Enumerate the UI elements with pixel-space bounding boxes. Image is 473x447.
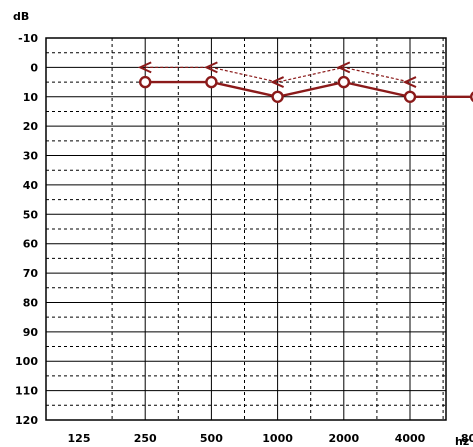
series-1-line xyxy=(145,80,473,98)
x-tick-label: 4000 xyxy=(395,432,426,445)
y-tick-label: 70 xyxy=(23,267,39,280)
x-tick-label: 250 xyxy=(134,432,157,445)
x-tick-label: 1000 xyxy=(262,432,293,445)
y-tick-label: 30 xyxy=(23,150,39,163)
y-tick-label: 60 xyxy=(23,238,39,251)
y-tick-label: 100 xyxy=(15,355,38,368)
series-1-point xyxy=(205,75,218,89)
series-1-point xyxy=(138,75,152,89)
y-tick-label: 80 xyxy=(23,296,39,309)
x-tick-label: 2000 xyxy=(328,432,359,445)
series-2-point xyxy=(203,61,218,74)
y-tick-label: 110 xyxy=(15,385,38,398)
x-tick-label: 125 xyxy=(68,432,91,445)
y-tick-labels: -10 0 10 20 30 40 50 60 70 80 90 100 110 120 xyxy=(15,32,38,427)
y-tick-label: 120 xyxy=(15,414,38,427)
plot-frame xyxy=(45,37,447,421)
x-tick-labels: 125 250 500 1000 2000 4000 8000 xyxy=(68,432,473,445)
y-tick-label: 20 xyxy=(23,120,39,133)
y-tick-label: 50 xyxy=(23,208,39,221)
series-1-point xyxy=(271,90,284,103)
series-1-point xyxy=(403,90,417,103)
series-2-point xyxy=(402,76,417,88)
grid xyxy=(45,37,447,421)
series-2-point xyxy=(336,61,351,74)
x-tick-label: 500 xyxy=(200,432,223,445)
x-axis-unit-label: hz xyxy=(455,435,469,447)
y-tick-label: -10 xyxy=(18,32,38,45)
x-tick-label: 8000 xyxy=(461,432,473,445)
y-tick-label: 10 xyxy=(23,91,39,104)
series-2-point xyxy=(270,76,285,88)
y-tick-label: 90 xyxy=(23,326,39,339)
series-2-point xyxy=(137,61,152,74)
series-1-point xyxy=(337,75,350,89)
y-axis-unit-label: dB xyxy=(13,10,29,23)
y-tick-label: 0 xyxy=(30,61,38,74)
y-tick-label: 40 xyxy=(23,179,39,192)
series-layer xyxy=(137,61,473,103)
